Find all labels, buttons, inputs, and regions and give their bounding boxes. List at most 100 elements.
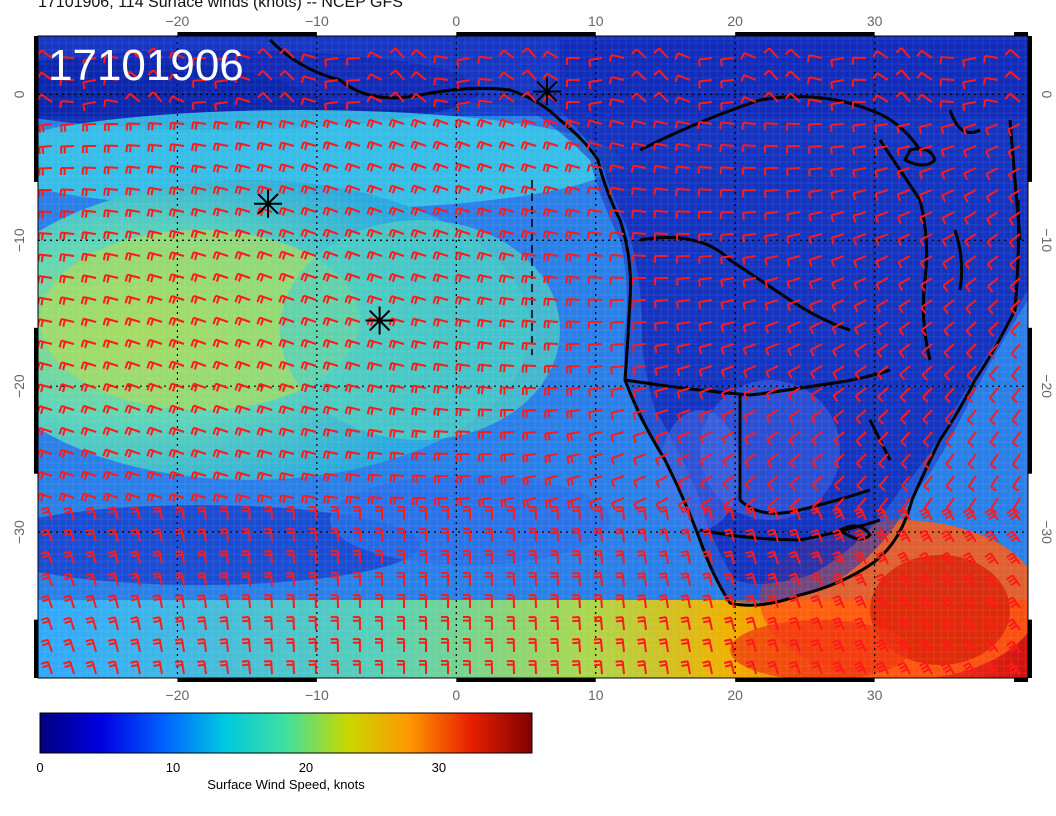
wind-barb bbox=[654, 365, 669, 376]
wind-barb bbox=[454, 140, 471, 150]
wind-barb bbox=[374, 616, 383, 631]
wind-barb bbox=[653, 232, 669, 241]
wind-barb bbox=[168, 73, 185, 81]
wind-barb bbox=[697, 143, 713, 152]
wind-barb bbox=[522, 453, 537, 463]
wind-barb bbox=[743, 431, 757, 446]
wind-barb bbox=[174, 660, 185, 675]
wind-barb bbox=[587, 298, 603, 307]
wind-barb bbox=[476, 184, 493, 195]
lon-tick-label-bottom: 30 bbox=[867, 687, 883, 703]
wind-barb bbox=[212, 272, 229, 282]
wind-barb bbox=[498, 140, 515, 150]
wind-barb bbox=[234, 471, 251, 481]
wind-barb bbox=[500, 497, 515, 508]
wind-barb bbox=[40, 506, 53, 521]
wind-barb bbox=[963, 189, 977, 203]
wind-barb bbox=[920, 277, 933, 292]
wind-barb bbox=[593, 572, 603, 587]
wind-barb bbox=[543, 364, 559, 373]
wind-barb bbox=[499, 363, 515, 373]
wind-barb bbox=[966, 409, 977, 426]
wind-barb bbox=[564, 230, 581, 240]
wind-barb bbox=[723, 506, 735, 521]
wind-barb bbox=[940, 123, 955, 135]
wind-barb bbox=[352, 528, 361, 543]
wind-barb bbox=[830, 79, 845, 90]
frame-bar bbox=[177, 678, 317, 682]
wind-barb bbox=[809, 299, 823, 312]
wind-barb bbox=[853, 661, 867, 675]
wind-barb bbox=[330, 506, 339, 521]
wind-barb bbox=[808, 211, 823, 222]
wind-barb bbox=[988, 343, 999, 359]
wind-barb bbox=[212, 142, 229, 152]
wind-barb bbox=[654, 387, 669, 399]
wind-barb bbox=[810, 550, 823, 565]
wind-barb bbox=[388, 384, 405, 394]
wind-barb bbox=[610, 343, 625, 353]
wind-barb bbox=[962, 508, 977, 521]
wind-barb bbox=[608, 97, 625, 106]
wind-barb bbox=[897, 529, 911, 543]
wind-barb bbox=[543, 297, 559, 306]
wind-barb bbox=[124, 426, 141, 436]
wind-barb bbox=[396, 594, 405, 609]
wind-barb bbox=[698, 101, 713, 111]
wind-barb bbox=[658, 506, 669, 521]
wind-barb bbox=[498, 251, 515, 261]
wind-barb bbox=[212, 294, 229, 304]
wind-barb bbox=[919, 573, 933, 587]
wind-barb bbox=[608, 186, 625, 195]
wind-barb bbox=[962, 145, 977, 158]
wind-barb bbox=[720, 57, 735, 67]
wind-barb bbox=[190, 426, 207, 436]
wind-barb bbox=[722, 475, 735, 490]
wind-barb bbox=[542, 163, 559, 173]
wind-barb bbox=[615, 572, 625, 587]
wind-barb bbox=[308, 572, 317, 587]
wind-barb bbox=[499, 318, 515, 328]
wind-barb bbox=[788, 550, 801, 565]
wind-barb bbox=[542, 72, 559, 81]
wind-barb bbox=[146, 338, 163, 348]
wind-barb bbox=[987, 299, 999, 315]
wind-barb bbox=[454, 229, 471, 239]
wind-barb bbox=[853, 507, 867, 521]
wind-barb bbox=[103, 187, 119, 197]
wind-barb bbox=[919, 529, 933, 543]
wind-barb bbox=[897, 507, 911, 521]
wind-barb bbox=[810, 594, 823, 609]
wind-barb bbox=[966, 343, 977, 359]
wind-barb bbox=[983, 76, 999, 85]
wind-barb bbox=[440, 660, 449, 675]
wind-barb bbox=[810, 506, 823, 521]
wind-barb bbox=[212, 426, 229, 436]
wind-barb bbox=[212, 449, 229, 459]
wind-barb bbox=[80, 317, 97, 327]
wind-barb bbox=[944, 365, 955, 381]
wind-barb bbox=[125, 165, 141, 175]
wind-barb bbox=[324, 79, 339, 89]
wind-barb bbox=[212, 382, 229, 392]
lat-tick-label-left: −20 bbox=[11, 374, 27, 398]
wind-barb bbox=[900, 475, 911, 492]
wind-barb bbox=[190, 448, 207, 458]
wind-barb bbox=[1012, 497, 1021, 514]
wind-barb bbox=[788, 453, 801, 469]
wind-barb bbox=[410, 49, 427, 59]
wind-barb bbox=[498, 118, 515, 128]
wind-barb bbox=[81, 166, 97, 175]
wind-barb bbox=[124, 448, 141, 458]
wind-barb bbox=[40, 638, 53, 653]
wind-barb bbox=[389, 496, 405, 505]
colorbar-title: Surface Wind Speed, knots bbox=[207, 777, 365, 792]
wind-barb bbox=[528, 528, 537, 543]
wind-barb bbox=[676, 321, 691, 332]
wind-barb bbox=[374, 660, 383, 675]
wind-barb bbox=[82, 57, 97, 68]
wind-barb bbox=[190, 251, 207, 261]
wind-barb bbox=[565, 297, 581, 307]
wind-barb bbox=[809, 365, 823, 380]
wind-barb bbox=[80, 361, 97, 371]
